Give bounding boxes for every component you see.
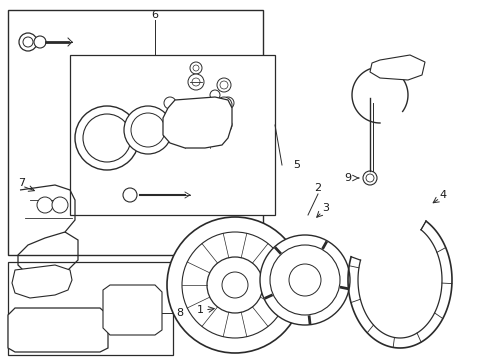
- Circle shape: [52, 197, 68, 213]
- Circle shape: [220, 101, 227, 109]
- Text: 1: 1: [196, 305, 203, 315]
- Circle shape: [70, 325, 80, 335]
- Polygon shape: [8, 308, 108, 352]
- Bar: [70, 55, 274, 215]
- Circle shape: [19, 33, 37, 51]
- Circle shape: [163, 97, 176, 109]
- Circle shape: [131, 113, 164, 147]
- Circle shape: [365, 174, 373, 182]
- Circle shape: [190, 62, 202, 74]
- Circle shape: [83, 114, 131, 162]
- Circle shape: [220, 81, 227, 89]
- Circle shape: [222, 272, 247, 298]
- Circle shape: [23, 37, 33, 47]
- Text: 5: 5: [293, 160, 300, 170]
- Circle shape: [37, 197, 53, 213]
- Circle shape: [123, 188, 137, 202]
- Circle shape: [269, 245, 339, 315]
- Circle shape: [222, 97, 234, 109]
- Circle shape: [124, 106, 172, 154]
- Circle shape: [220, 121, 227, 129]
- Text: 2: 2: [314, 183, 321, 193]
- Text: 7: 7: [19, 178, 25, 188]
- Text: 8: 8: [176, 308, 183, 318]
- Circle shape: [217, 78, 230, 92]
- Circle shape: [25, 325, 35, 335]
- Circle shape: [167, 217, 303, 353]
- Circle shape: [260, 235, 349, 325]
- Circle shape: [216, 97, 231, 113]
- Circle shape: [209, 90, 220, 100]
- Polygon shape: [163, 97, 231, 148]
- Circle shape: [187, 74, 203, 90]
- Bar: [8, 262, 173, 355]
- Text: 6: 6: [151, 10, 158, 20]
- Text: 3: 3: [322, 203, 329, 213]
- Circle shape: [75, 106, 139, 170]
- Circle shape: [192, 78, 200, 86]
- Polygon shape: [103, 285, 162, 335]
- Circle shape: [288, 264, 320, 296]
- Circle shape: [216, 117, 231, 133]
- Circle shape: [362, 171, 376, 185]
- Polygon shape: [12, 265, 72, 298]
- Circle shape: [182, 232, 287, 338]
- Text: 4: 4: [439, 190, 446, 200]
- Text: 9: 9: [344, 173, 351, 183]
- Circle shape: [193, 65, 199, 71]
- Circle shape: [34, 36, 46, 48]
- Circle shape: [206, 257, 263, 313]
- Polygon shape: [369, 55, 424, 80]
- Bar: [8, 10, 263, 255]
